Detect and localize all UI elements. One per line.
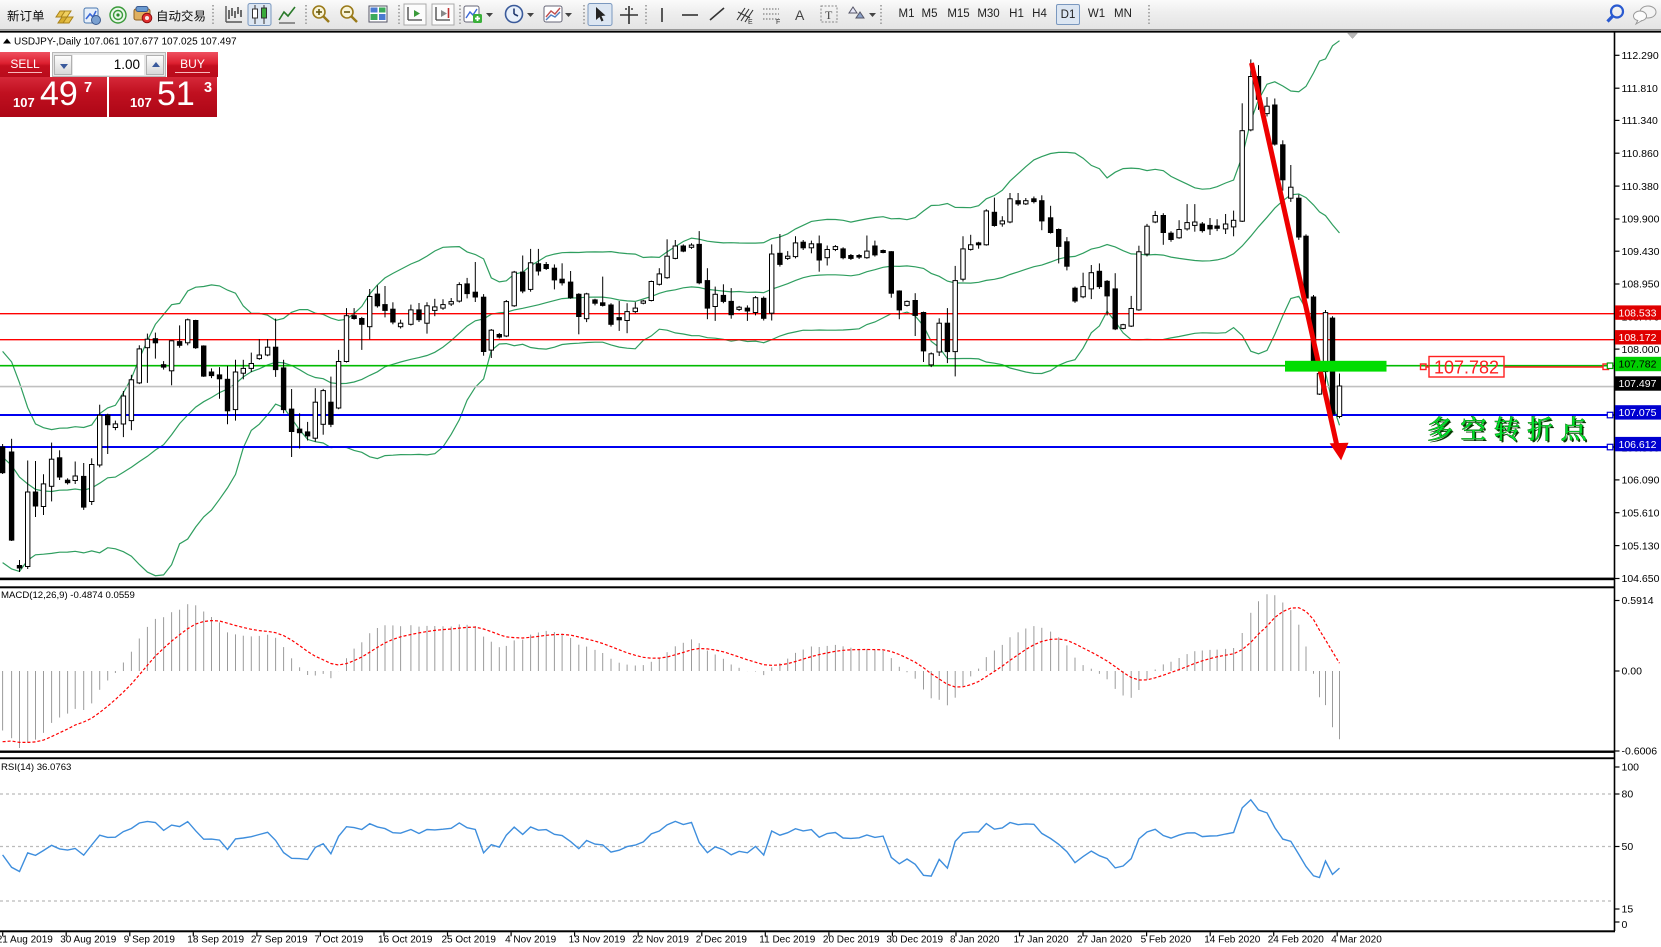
svg-text:0: 0 <box>1622 919 1628 931</box>
svg-text:13 Nov 2019: 13 Nov 2019 <box>569 935 626 946</box>
svg-text:8 Jan 2020: 8 Jan 2020 <box>950 935 1000 946</box>
svg-text:5 Feb 2020: 5 Feb 2020 <box>1141 935 1192 946</box>
svg-text:-0.6006: -0.6006 <box>1622 746 1658 758</box>
svg-text:108.950: 108.950 <box>1622 279 1660 291</box>
svg-text:110.380: 110.380 <box>1622 181 1659 193</box>
svg-text:MACD(12,26,9) -0.4874 0.0559: MACD(12,26,9) -0.4874 0.0559 <box>1 590 135 601</box>
svg-text:0.5914: 0.5914 <box>1622 595 1654 607</box>
svg-text:104.650: 104.650 <box>1622 573 1660 585</box>
svg-text:108.533: 108.533 <box>1619 307 1657 319</box>
svg-text:107.497: 107.497 <box>1619 378 1657 390</box>
svg-text:30 Dec 2019: 30 Dec 2019 <box>886 935 943 946</box>
svg-text:RSI(14) 36.0763: RSI(14) 36.0763 <box>1 762 71 773</box>
svg-text:4 Mar 2020: 4 Mar 2020 <box>1331 935 1382 946</box>
svg-text:E: E <box>748 19 753 26</box>
svg-text:9 Sep 2019: 9 Sep 2019 <box>124 935 176 946</box>
svg-text:21 Aug 2019: 21 Aug 2019 <box>0 935 53 946</box>
svg-text:F: F <box>776 19 780 26</box>
svg-text:11 Dec 2019: 11 Dec 2019 <box>759 935 815 946</box>
svg-text:17 Jan 2020: 17 Jan 2020 <box>1014 935 1069 946</box>
svg-text:4 Nov 2019: 4 Nov 2019 <box>505 935 557 946</box>
svg-text:22 Nov 2019: 22 Nov 2019 <box>632 935 689 946</box>
svg-text:111.340: 111.340 <box>1622 115 1659 127</box>
svg-text:14 Feb 2020: 14 Feb 2020 <box>1204 935 1261 946</box>
svg-text:108.172: 108.172 <box>1619 332 1657 344</box>
svg-text:T: T <box>825 8 833 22</box>
svg-text:18 Sep 2019: 18 Sep 2019 <box>187 935 244 946</box>
svg-text:25 Oct 2019: 25 Oct 2019 <box>442 935 497 946</box>
svg-text:7 Oct 2019: 7 Oct 2019 <box>314 935 363 946</box>
svg-text:107.782: 107.782 <box>1434 358 1499 378</box>
svg-text:2 Dec 2019: 2 Dec 2019 <box>696 935 748 946</box>
svg-text:105.130: 105.130 <box>1622 540 1660 552</box>
svg-text:27 Sep 2019: 27 Sep 2019 <box>251 935 308 946</box>
svg-text:16 Oct 2019: 16 Oct 2019 <box>378 935 433 946</box>
svg-text:106.090: 106.090 <box>1622 475 1660 487</box>
svg-text:0.00: 0.00 <box>1622 666 1643 678</box>
svg-text:105.610: 105.610 <box>1622 507 1660 519</box>
svg-text:80: 80 <box>1622 789 1634 801</box>
svg-text:USDJPY-,Daily 107.061 107.677: USDJPY-,Daily 107.061 107.677 107.025 10… <box>14 37 237 48</box>
svg-text:110.860: 110.860 <box>1622 148 1659 160</box>
svg-text:111.810: 111.810 <box>1622 83 1659 95</box>
svg-text:108.000: 108.000 <box>1622 344 1660 356</box>
svg-text:24 Feb 2020: 24 Feb 2020 <box>1268 935 1325 946</box>
svg-text:50: 50 <box>1622 841 1634 853</box>
svg-text:A: A <box>795 7 805 23</box>
svg-text:107.075: 107.075 <box>1619 407 1657 419</box>
svg-text:20 Dec 2019: 20 Dec 2019 <box>823 935 880 946</box>
svg-text:109.430: 109.430 <box>1622 246 1660 258</box>
svg-text:15: 15 <box>1622 904 1634 916</box>
svg-text:30 Aug 2019: 30 Aug 2019 <box>60 935 117 946</box>
svg-text:112.290: 112.290 <box>1622 50 1659 62</box>
svg-text:100: 100 <box>1622 762 1640 774</box>
svg-text:27 Jan 2020: 27 Jan 2020 <box>1077 935 1132 946</box>
svg-text:106.612: 106.612 <box>1619 439 1657 451</box>
svg-text:109.900: 109.900 <box>1622 214 1660 226</box>
svg-text:107.782: 107.782 <box>1619 359 1657 371</box>
